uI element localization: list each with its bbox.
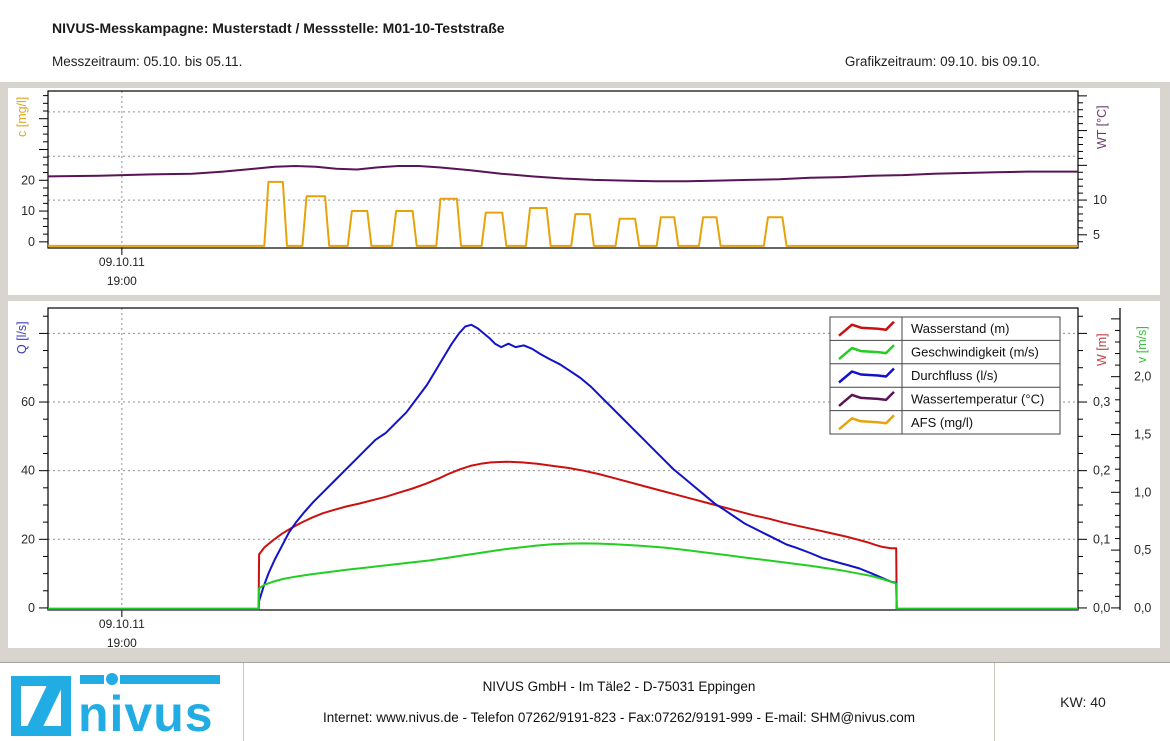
report-title: NIVUS-Messkampagne: Musterstadt / Messst… [52, 20, 505, 36]
nivus-logo: nivus [0, 663, 244, 741]
svg-text:1,0: 1,0 [1134, 485, 1151, 499]
logo-square [11, 676, 71, 736]
plot-border [47, 90, 1079, 249]
svg-text:20: 20 [21, 173, 35, 187]
messzeitraum-label: Messzeitraum: 05.10. bis 05.11. [52, 54, 243, 69]
svg-text:10: 10 [21, 204, 35, 218]
series-Geschwindigkeit (m/s) [48, 542, 1078, 610]
legend-label: Wassertemperatur (°C) [911, 391, 1044, 406]
legend-item: Geschwindigkeit (m/s) [830, 339, 1060, 364]
legend-item: Durchfluss (l/s) [830, 363, 1060, 388]
left-axis-title: c [mg/l] [15, 97, 29, 137]
nivus-logo-image: nivus [11, 673, 220, 741]
svg-text:0,1: 0,1 [1093, 532, 1110, 546]
svg-text:5: 5 [1093, 228, 1100, 242]
x-axis-time-label: 19:00 [107, 636, 137, 648]
legend-item: Wassertemperatur (°C) [830, 386, 1060, 411]
legend-line-sample [838, 320, 895, 337]
x-axis-date-label: 09.10.11 [99, 617, 145, 631]
legend-label: AFS (mg/l) [911, 415, 973, 430]
grafikzeitraum-label: Grafikzeitraum: 09.10. bis 09.10. [844, 54, 1040, 69]
svg-text:10: 10 [1093, 193, 1107, 207]
x-axis-date-label: 09.10.11 [99, 255, 145, 269]
legend-label: Wasserstand (m) [911, 321, 1009, 336]
calendar-week-label: KW: 40 [1060, 694, 1106, 710]
legend: Wasserstand (m) Geschwindigkeit (m/s) Durc… [829, 316, 1061, 435]
svg-text:0: 0 [28, 601, 35, 615]
svg-text:60: 60 [21, 395, 35, 409]
chart-flow-level-velocity: 09.10.11 19:00 0 20 40 60 0,0 0,1 0,2 0,3 0,0 0,5 1,… [15, 307, 1151, 648]
legend-line-sample [838, 344, 895, 361]
plot-border [47, 307, 1079, 611]
footer: nivus NIVUS GmbH - Im Täle2 - D-75031 Ep… [0, 663, 1170, 741]
series-Wasserstand (m) [48, 460, 1078, 611]
svg-text:0,3: 0,3 [1093, 395, 1110, 409]
chart-concentration-and-temperature: 09.10.11 19:00 0 10 20 5 10 c [mg/l] WT [°C] [15, 90, 1109, 288]
svg-text:1,5: 1,5 [1134, 427, 1151, 441]
svg-text:0: 0 [28, 235, 35, 249]
series-Durchfluss (l/s) [48, 323, 1078, 611]
svg-text:0,2: 0,2 [1093, 464, 1110, 478]
left-axis-title: Q [l/s] [15, 321, 29, 354]
panel-bottom-band [0, 648, 1170, 663]
legend-line-sample [838, 414, 895, 431]
logo-slash [24, 679, 66, 733]
legend-label: Durchfluss (l/s) [911, 368, 998, 383]
legend-item: AFS (mg/l) [830, 410, 1060, 434]
svg-text:0,0: 0,0 [1134, 601, 1151, 615]
legend-item: Wasserstand (m) [838, 317, 1009, 341]
legend-line-sample [838, 367, 895, 384]
footer-address-cell: NIVUS GmbH - Im Täle2 - D-75031 Eppingen… [244, 663, 995, 741]
svg-text:20: 20 [21, 532, 35, 546]
svg-text:40: 40 [21, 464, 35, 478]
logo-wordmark: nivus [78, 686, 214, 739]
legend-label: Geschwindigkeit (m/s) [911, 345, 1039, 360]
series-Wassertemperatur (°C) [47, 165, 1078, 183]
logo-i-dot [106, 673, 118, 685]
series-AFS (mg/l) [48, 180, 1078, 247]
outer-right-axis-title: v [m/s] [1135, 326, 1149, 363]
footer-contact-line: Internet: www.nivus.de - Telefon 07262/9… [322, 710, 916, 725]
svg-text:0,5: 0,5 [1134, 543, 1151, 557]
x-axis-time-label: 19:00 [107, 274, 137, 288]
svg-text:2,0: 2,0 [1134, 370, 1151, 384]
footer-address-line: NIVUS GmbH - Im Täle2 - D-75031 Eppingen [482, 679, 756, 694]
right-axis-title: W [m] [1095, 333, 1109, 366]
right-axis-title: WT [°C] [1095, 105, 1109, 149]
svg-text:0,0: 0,0 [1093, 601, 1110, 615]
legend-line-sample [838, 391, 895, 407]
footer-kw-cell: KW: 40 [996, 663, 1170, 741]
